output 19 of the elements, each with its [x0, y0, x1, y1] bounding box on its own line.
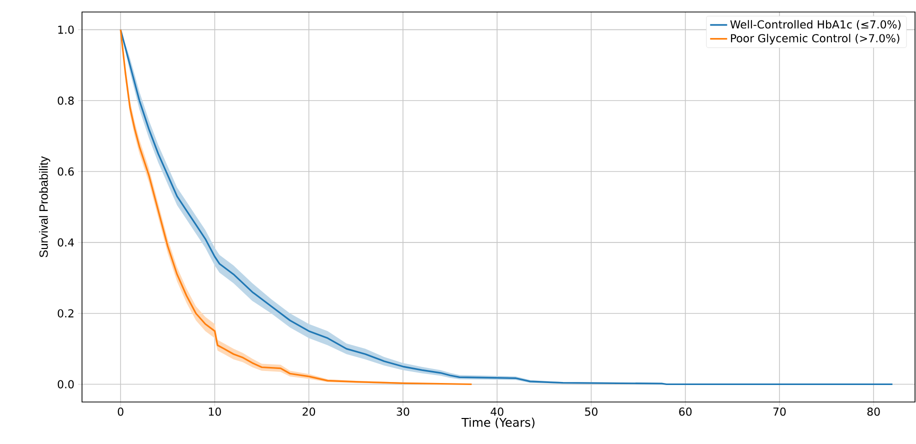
- legend-label: Well-Controlled HbA1c (≤7.0%): [730, 20, 901, 30]
- x-tick-label: 40: [490, 408, 504, 416]
- x-tick-label: 30: [396, 408, 410, 416]
- x-tick-label: 20: [302, 408, 316, 416]
- legend-label: Poor Glycemic Control (>7.0%): [731, 34, 900, 44]
- y-axis-title: Survival Probability: [39, 156, 50, 258]
- y-tick-label: 0.2: [58, 309, 74, 318]
- y-tick-label: 1.0: [58, 26, 74, 34]
- x-tick-label: 70: [773, 408, 786, 416]
- x-axis-title: Time (Years): [462, 418, 534, 428]
- y-tick-label: 0.6: [58, 167, 74, 176]
- y-tick-label: 0.4: [58, 238, 74, 247]
- x-tick-label: 10: [208, 408, 221, 416]
- x-tick-label: 60: [679, 408, 692, 416]
- y-tick-label: 0.8: [58, 96, 74, 105]
- x-tick-label: 80: [867, 408, 880, 416]
- x-tick-label: 50: [585, 408, 598, 416]
- y-tick-label: 0.0: [58, 380, 74, 388]
- x-tick-label: 0: [118, 408, 124, 416]
